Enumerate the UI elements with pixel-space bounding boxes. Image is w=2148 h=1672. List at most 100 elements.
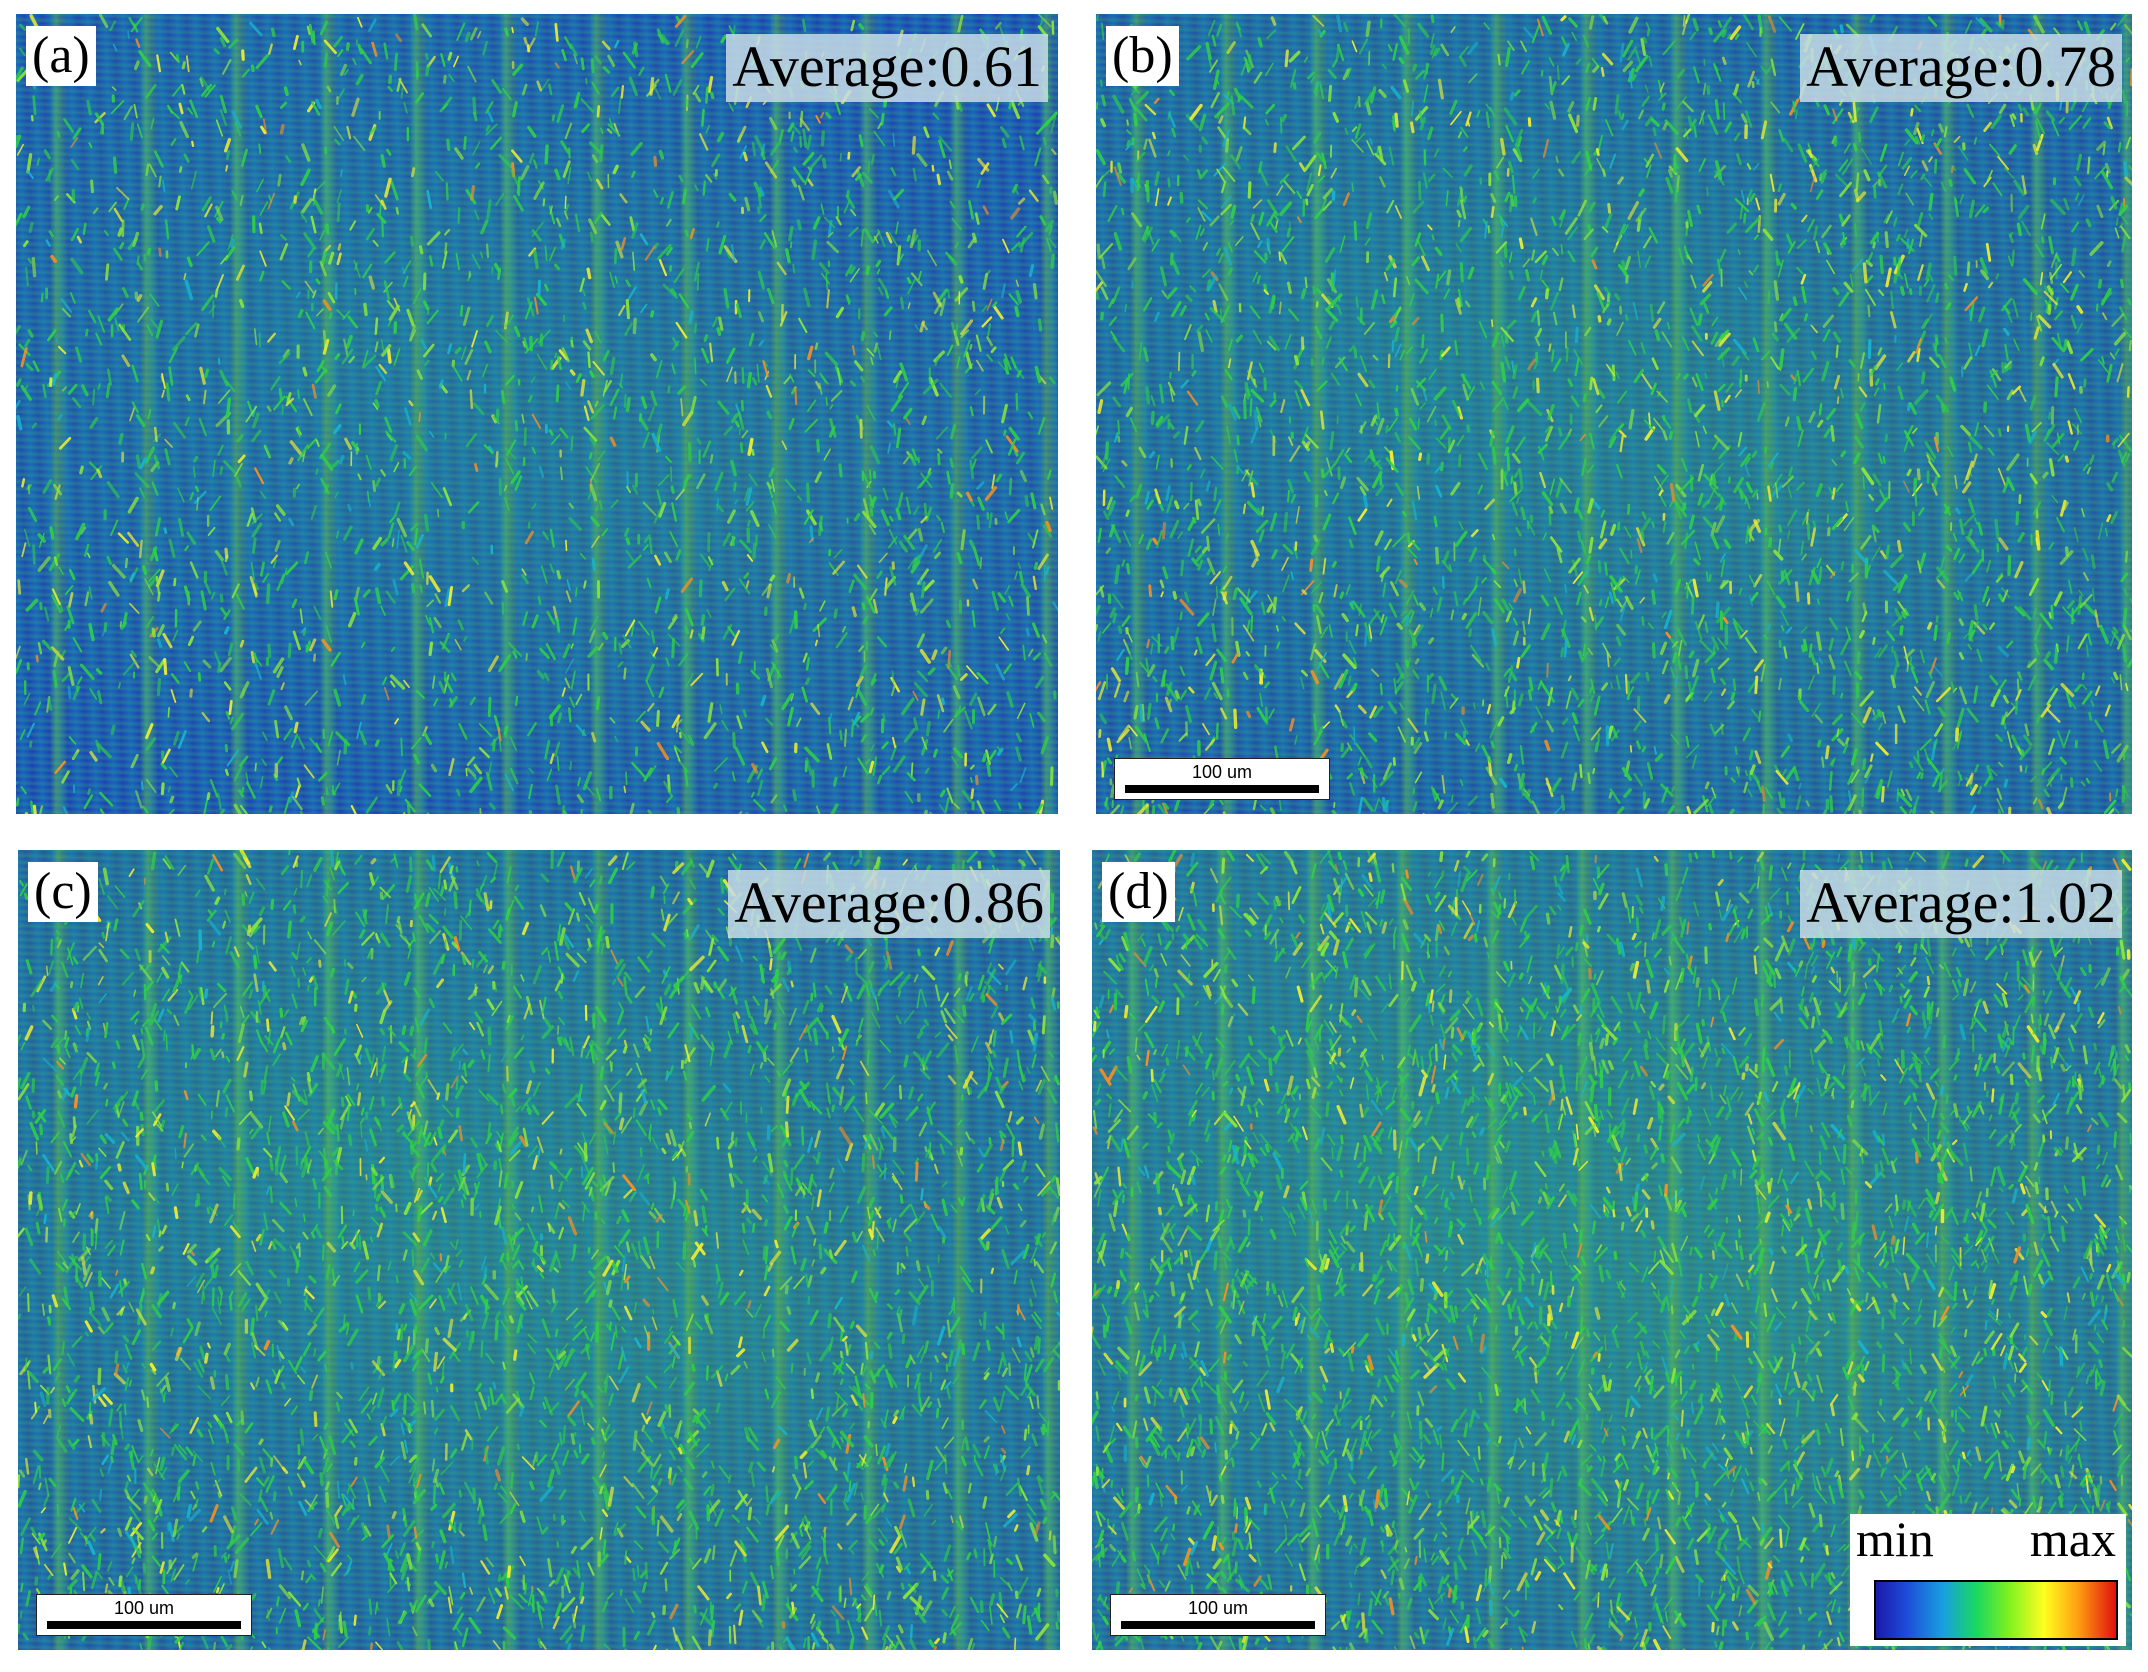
speckle <box>866 348 875 357</box>
speckle <box>788 225 794 242</box>
speckle <box>298 59 302 66</box>
speckle <box>1720 688 1727 696</box>
speckle <box>655 360 663 379</box>
speckle <box>1505 124 1514 143</box>
speckle <box>2043 424 2056 442</box>
speckle <box>1446 269 1452 286</box>
speckle <box>184 545 189 552</box>
speckle <box>916 480 925 490</box>
speckle <box>170 689 177 703</box>
speckle <box>1945 302 1952 311</box>
speckle <box>594 330 602 344</box>
speckle <box>1649 303 1655 323</box>
speckle <box>798 587 805 599</box>
speckle <box>2121 644 2128 663</box>
speckle <box>1525 269 1530 282</box>
speckle <box>1126 563 1131 575</box>
speckle <box>743 572 750 579</box>
speckle <box>231 712 245 731</box>
speckle <box>630 141 643 157</box>
speckle <box>1126 119 1129 126</box>
speckle <box>239 639 245 648</box>
speckle <box>333 35 344 48</box>
speckle <box>1699 639 1713 654</box>
speckle <box>1261 506 1265 515</box>
speckle <box>259 561 265 577</box>
speckle <box>430 482 443 498</box>
speckle <box>1896 788 1899 802</box>
speckle <box>589 436 597 446</box>
speckle <box>1682 100 1694 113</box>
speckle <box>1136 172 1140 192</box>
speckle <box>1322 557 1327 575</box>
speckle <box>19 23 27 32</box>
speckle <box>1571 559 1578 577</box>
speckle <box>656 489 663 505</box>
speckle <box>479 251 484 259</box>
speckle <box>1553 358 1562 372</box>
speckle <box>705 86 709 104</box>
speckle <box>1543 568 1552 583</box>
speckle <box>319 229 325 241</box>
speckle <box>1330 372 1341 386</box>
speckle <box>323 39 337 55</box>
speckle <box>456 788 461 797</box>
speckle <box>428 575 441 593</box>
speckle <box>2107 808 2115 814</box>
speckle <box>590 516 600 528</box>
speckle <box>1778 16 1792 32</box>
speckle <box>713 782 719 789</box>
speckle <box>448 696 458 708</box>
speckle <box>586 267 592 280</box>
speckle <box>274 512 282 522</box>
speckle <box>525 653 528 661</box>
speckle <box>1198 113 1207 132</box>
speckle <box>1275 219 1279 230</box>
speckle <box>1167 196 1172 206</box>
speckle <box>1514 436 1526 452</box>
speckle <box>791 178 798 188</box>
speckle <box>172 730 180 746</box>
speckle <box>1222 129 1231 147</box>
speckle <box>1783 569 1791 586</box>
speckle <box>1456 434 1465 447</box>
speckle <box>555 618 561 633</box>
speckle <box>1572 725 1581 742</box>
speckle <box>1517 693 1524 707</box>
speckle <box>429 430 435 438</box>
speckle <box>229 716 234 725</box>
speckle <box>1598 538 1608 550</box>
speckle <box>1513 578 1518 588</box>
speckle <box>1440 461 1444 472</box>
speckle <box>1653 475 1665 493</box>
speckle <box>923 809 928 814</box>
speckle <box>1272 596 1278 614</box>
speckle <box>964 812 967 814</box>
speckle <box>178 166 183 173</box>
speckle <box>825 273 829 291</box>
speckle <box>2051 120 2060 137</box>
speckle <box>1313 729 1323 746</box>
speckle <box>980 162 990 175</box>
speckle <box>155 658 166 674</box>
speckle <box>699 553 711 568</box>
speckle <box>1322 513 1332 531</box>
speckle <box>490 735 501 746</box>
speckle <box>869 707 875 716</box>
speckle <box>1719 579 1727 590</box>
speckle <box>349 220 357 231</box>
speckle <box>209 495 222 512</box>
speckle <box>1116 172 1126 184</box>
speckle <box>1127 373 1131 390</box>
speckle <box>669 531 679 548</box>
speckle <box>783 376 791 385</box>
speckle <box>47 697 53 712</box>
speckle <box>1691 340 1704 357</box>
speckle <box>1434 246 1443 256</box>
speckle <box>1044 219 1055 233</box>
speckle <box>570 670 576 690</box>
speckle <box>367 498 372 508</box>
speckle <box>2113 671 2119 681</box>
speckle <box>1117 419 1121 435</box>
speckle <box>1531 800 1541 814</box>
